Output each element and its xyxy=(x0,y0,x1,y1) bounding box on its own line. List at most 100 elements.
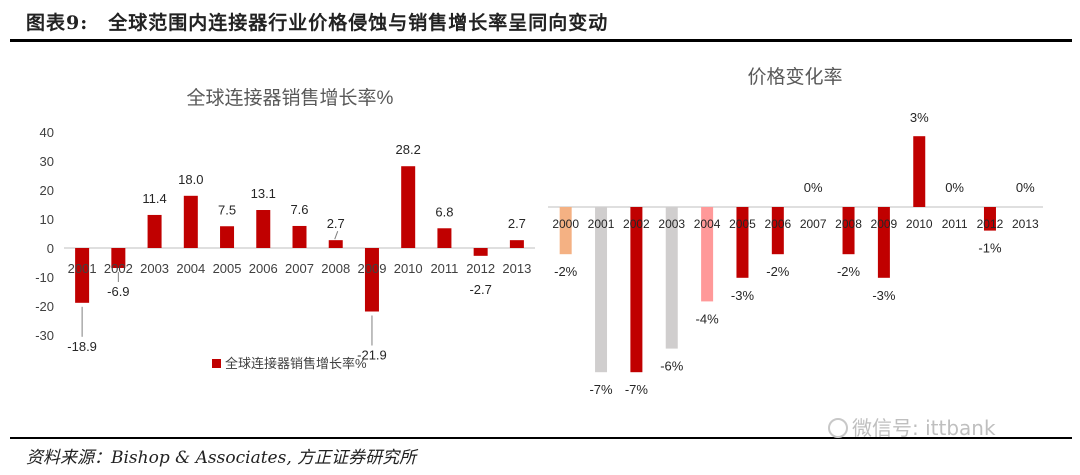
x-tick-label: 2004 xyxy=(176,261,205,276)
sales-growth-y-axis: 40 30 20 10 0 -10 -20 -30 xyxy=(35,125,54,343)
bar-2006 xyxy=(256,210,271,248)
data-label: -18.9 xyxy=(67,339,97,354)
bar-2008 xyxy=(842,207,855,255)
data-label: 7.5 xyxy=(218,202,236,217)
y-tick-label: -30 xyxy=(35,328,54,343)
x-tick-label: 2001 xyxy=(68,261,97,276)
price-change-chart-title: 价格变化率 xyxy=(747,66,842,88)
data-label: -1% xyxy=(978,241,1002,256)
y-tick-label: -10 xyxy=(35,270,54,285)
bar-2008 xyxy=(328,240,343,248)
x-tick-label: 2007 xyxy=(285,261,314,276)
bar-2001 xyxy=(75,248,90,303)
x-tick-label: 2011 xyxy=(430,261,458,276)
bottom-rule xyxy=(10,437,1072,439)
data-label: 2.7 xyxy=(508,216,526,231)
x-tick-label: 2012 xyxy=(466,261,495,276)
y-tick-label: 40 xyxy=(40,125,54,140)
data-label: 0% xyxy=(804,180,823,195)
x-tick-label: 2007 xyxy=(800,217,827,231)
x-tick-label: 2004 xyxy=(694,217,721,231)
data-label: -3% xyxy=(731,288,755,303)
x-tick-label: 2000 xyxy=(552,217,579,231)
watermark: 微信号: ittbank xyxy=(828,412,996,441)
x-tick-label: 2006 xyxy=(764,217,791,231)
sales-growth-chart-title: 全球连接器销售增长率% xyxy=(187,87,394,109)
data-label: -7% xyxy=(589,382,613,397)
x-tick-label: 2009 xyxy=(871,217,898,231)
x-tick-label: 2013 xyxy=(502,261,531,276)
x-tick-label: 2008 xyxy=(835,217,862,231)
bar-2012 xyxy=(983,207,996,231)
wechat-icon xyxy=(828,418,848,438)
bar-2009 xyxy=(877,207,890,278)
data-label: -2.7 xyxy=(469,282,491,297)
x-tick-label: 2003 xyxy=(140,261,169,276)
y-tick-label: 30 xyxy=(40,154,54,169)
x-tick-label: 2011 xyxy=(942,217,968,231)
data-label: -2% xyxy=(766,264,790,279)
x-tick-label: 2005 xyxy=(729,217,756,231)
bar-2009 xyxy=(364,248,379,312)
data-label: 0% xyxy=(945,180,964,195)
y-tick-label: 0 xyxy=(47,241,54,256)
x-tick-label: 2009 xyxy=(358,261,387,276)
source-note: 资料来源：Bishop & Associates, 方正证券研究所 xyxy=(26,448,417,468)
bar-2005 xyxy=(220,226,235,248)
x-tick-label: 2002 xyxy=(104,261,133,276)
bar-2003 xyxy=(147,214,162,248)
x-tick-label: 2010 xyxy=(906,217,933,231)
legend-label: 全球连接器销售增长率% xyxy=(225,356,367,371)
data-label: 3% xyxy=(910,110,929,125)
data-label: 6.8 xyxy=(435,204,453,219)
x-tick-label: 2002 xyxy=(623,217,650,231)
data-label: -2% xyxy=(837,264,861,279)
bar-2004 xyxy=(701,207,714,302)
bar-2011 xyxy=(437,228,452,248)
bar-2012 xyxy=(473,248,488,256)
data-label: -4% xyxy=(696,311,720,326)
x-tick-label: 2012 xyxy=(977,217,1004,231)
x-tick-label: 2001 xyxy=(588,217,615,231)
price-change-bars: 2000 -2% 2001 -7% 2002 -7% 2003 -6% 2004 -4% 2005 -… xyxy=(548,110,1043,397)
data-label: 11.4 xyxy=(142,191,166,206)
data-label: 18.0 xyxy=(178,172,203,187)
data-label: -21.9 xyxy=(357,348,387,363)
leader-line xyxy=(334,230,339,240)
bar-2007 xyxy=(292,225,307,248)
bar-2003 xyxy=(665,207,678,349)
x-tick-label: 2010 xyxy=(394,261,423,276)
price-change-chart: 价格变化率 2000 -2% 2001 -7% 2002 -7% 2003 -6% 2004 -4… xyxy=(548,66,1043,397)
x-tick-label: 2003 xyxy=(658,217,685,231)
data-label: -3% xyxy=(872,288,896,303)
y-tick-label: -20 xyxy=(35,299,54,314)
bar-2005 xyxy=(736,207,749,278)
bar-2000 xyxy=(559,207,572,255)
data-label: -6% xyxy=(660,359,684,374)
watermark-text: 微信号: ittbank xyxy=(852,416,996,440)
bar-2013 xyxy=(509,240,524,248)
title-rule xyxy=(10,39,1072,42)
bar-2006 xyxy=(771,207,784,255)
data-label: -2% xyxy=(554,264,578,279)
x-tick-label: 2008 xyxy=(321,261,350,276)
y-tick-label: 20 xyxy=(40,183,54,198)
legend-swatch xyxy=(212,359,221,368)
data-label: 2.7 xyxy=(327,216,345,231)
data-label: 0% xyxy=(1016,180,1035,195)
figure-title: 图表9: 全球范围内连接器行业价格侵蚀与销售增长率呈同向变动 xyxy=(26,12,609,34)
bar-2010 xyxy=(913,136,926,207)
bar-2010 xyxy=(401,166,416,248)
data-label: 7.6 xyxy=(290,202,308,217)
bar-2004 xyxy=(183,195,198,248)
y-tick-label: 10 xyxy=(40,212,54,227)
x-tick-label: 2013 xyxy=(1012,217,1039,231)
sales-growth-bars: 2001 -18.9 2002 -6.9 2003 11.4 2004 18.0 2005 7.5… xyxy=(64,142,535,363)
bar-2002 xyxy=(630,207,643,373)
sales-growth-legend: 全球连接器销售增长率% xyxy=(212,356,367,371)
bar-2002 xyxy=(111,248,126,269)
data-label: -6.9 xyxy=(107,284,129,299)
x-tick-label: 2006 xyxy=(249,261,278,276)
